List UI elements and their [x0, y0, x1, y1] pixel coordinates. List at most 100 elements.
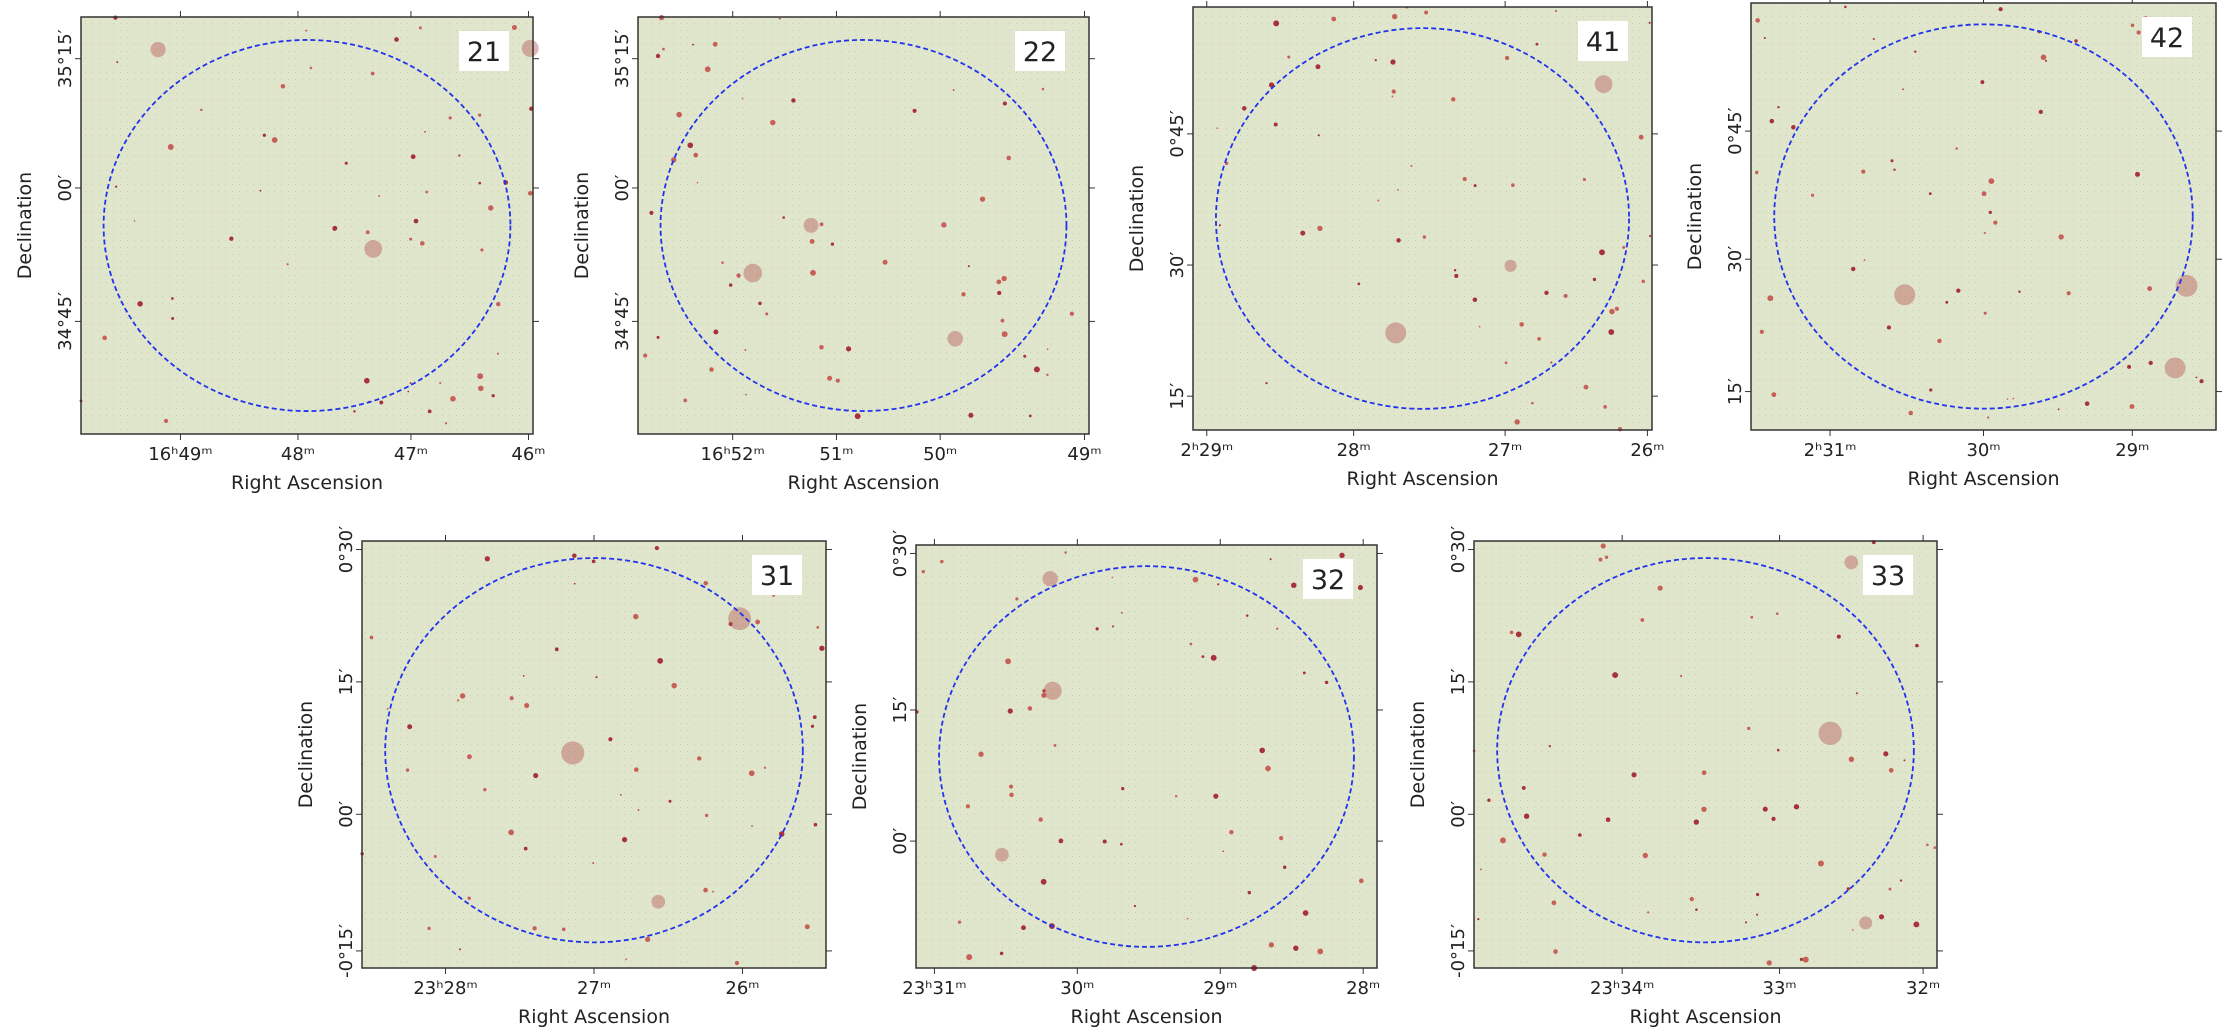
source: [734, 960, 740, 966]
source: [1028, 414, 1032, 418]
source: [1317, 134, 1320, 137]
source: [952, 88, 955, 92]
source: [1937, 338, 1942, 344]
source: [286, 263, 289, 266]
source: [1903, 759, 1906, 762]
bright-source: [364, 240, 383, 258]
source: [1397, 189, 1399, 191]
source: [259, 189, 262, 192]
source: [332, 225, 338, 231]
source: [1058, 838, 1064, 844]
source: [1647, 911, 1650, 914]
x-axis-label: Right Ascension: [1630, 1006, 1782, 1028]
source: [854, 413, 861, 420]
source: [1893, 168, 1896, 171]
source: [467, 754, 472, 760]
source: [782, 216, 786, 219]
source: [1886, 325, 1891, 330]
source: [1218, 224, 1221, 227]
source: [1111, 625, 1115, 628]
source: [968, 412, 974, 418]
source: [418, 26, 422, 30]
source: [1810, 193, 1815, 197]
frame: [1473, 540, 1938, 969]
source: [522, 675, 525, 677]
sky-image: [1193, 7, 1652, 430]
source: [1302, 671, 1306, 675]
source: [1599, 249, 1605, 256]
y-tick-label: 00′: [55, 174, 76, 201]
source: [1776, 748, 1780, 752]
bright-source: [743, 263, 763, 283]
source: [966, 954, 973, 961]
source: [1023, 354, 1027, 358]
source: [1002, 101, 1007, 106]
source: [751, 825, 753, 827]
source: [1614, 306, 1619, 311]
source: [997, 290, 1002, 296]
panel: 22 16ʰ52ᵐ 51ᵐ 50ᵐ 49ᵐ 35°15′ 00′ 34°45′ Right As…: [571, 11, 1102, 494]
source: [386, 707, 389, 710]
source: [1766, 960, 1772, 966]
source: [1317, 948, 1324, 955]
label-box: [1863, 555, 1913, 595]
x-tick-label: 16ʰ49ᵐ: [148, 444, 212, 465]
source: [1535, 42, 1539, 46]
x-axis-label: Right Ascension: [1071, 1006, 1223, 1028]
source: [1542, 852, 1547, 857]
x-tick-label: 29ᵐ: [2115, 440, 2149, 461]
y-tick-label: 00′: [1448, 801, 1469, 828]
source: [696, 181, 699, 184]
y-axis-label: Declination: [295, 701, 317, 808]
source: [133, 220, 136, 222]
x-tick-label: 27ᵐ: [577, 978, 611, 999]
source: [344, 161, 348, 165]
x-axis-label: Right Ascension: [1347, 468, 1499, 490]
source: [1192, 576, 1199, 583]
source: [704, 66, 711, 73]
y-tick-label: 00′: [336, 801, 357, 828]
x-tick-label: 30ᵐ: [1966, 440, 2000, 461]
source: [1695, 908, 1698, 911]
source: [662, 47, 665, 51]
source: [1689, 896, 1694, 902]
source: [2195, 376, 2198, 379]
source: [940, 559, 944, 564]
source: [2074, 39, 2078, 43]
source: [2147, 286, 2153, 292]
source: [1009, 792, 1014, 798]
source: [353, 410, 356, 413]
source: [1850, 266, 1856, 272]
source: [1777, 106, 1780, 109]
source: [1245, 614, 1249, 617]
source: [1102, 839, 1107, 844]
x-tick-label: 16ʰ52ᵐ: [701, 444, 765, 465]
source: [1477, 917, 1480, 921]
source: [1472, 297, 1478, 303]
x-tick-label: 23ʰ31ᵐ: [902, 978, 966, 999]
y-tick-label: 34°45′: [612, 292, 633, 351]
x-tick-label: 47ᵐ: [394, 444, 428, 465]
x-tick-label: 32ᵐ: [1906, 978, 1940, 999]
source: [1315, 64, 1321, 70]
source: [1396, 238, 1401, 243]
source: [748, 770, 755, 777]
source: [478, 181, 482, 185]
sky-image: [1751, 3, 2216, 430]
source: [1038, 817, 1043, 822]
x-axis-label: Right Ascension: [518, 1006, 670, 1028]
source: [1302, 910, 1309, 916]
source: [655, 53, 661, 59]
y-tick-label: 30′: [1167, 252, 1188, 279]
source: [1451, 97, 1456, 102]
panel-label: 21: [467, 37, 501, 68]
source: [1339, 552, 1345, 558]
source: [1762, 806, 1768, 812]
x-tick-label: 29ᵐ: [1203, 978, 1237, 999]
y-axis-label: Declination: [571, 172, 593, 279]
source: [755, 619, 761, 625]
source: [1641, 279, 1645, 284]
x-tick-label: 23ʰ28ᵐ: [413, 978, 477, 999]
source: [1553, 949, 1558, 954]
